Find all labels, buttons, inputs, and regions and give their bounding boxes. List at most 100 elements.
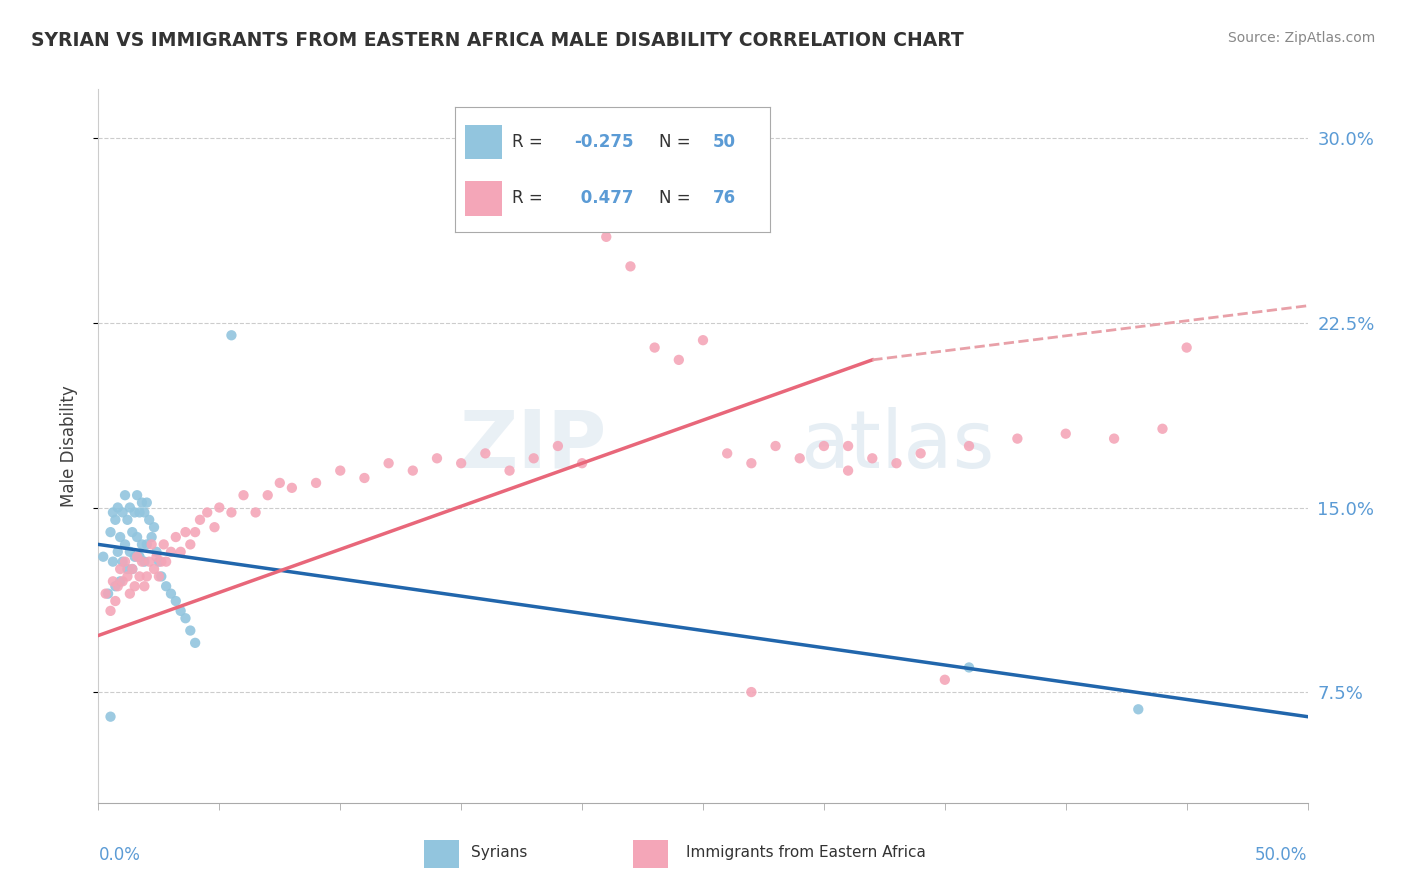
Point <box>101 574 124 589</box>
Point <box>135 569 157 583</box>
Point <box>104 513 127 527</box>
Point <box>134 505 156 519</box>
Point <box>108 530 131 544</box>
Point <box>101 555 124 569</box>
Point <box>165 530 187 544</box>
Point <box>221 328 243 343</box>
Point <box>100 604 122 618</box>
Point <box>134 579 156 593</box>
Point <box>377 456 399 470</box>
Point <box>256 488 278 502</box>
Point <box>1102 432 1125 446</box>
Point <box>957 660 980 674</box>
Point <box>232 488 254 502</box>
Point <box>104 579 127 593</box>
Point <box>402 464 425 478</box>
Point <box>100 709 122 723</box>
Point <box>1128 702 1150 716</box>
Point <box>184 525 207 540</box>
Point <box>128 569 150 583</box>
Point <box>155 579 177 593</box>
Point <box>221 505 243 519</box>
Point <box>150 555 173 569</box>
Point <box>169 604 191 618</box>
Point <box>716 446 738 460</box>
Point <box>114 555 136 569</box>
Point <box>957 439 980 453</box>
Point <box>269 475 291 490</box>
Point <box>353 471 375 485</box>
Point <box>138 513 160 527</box>
Point <box>174 525 197 540</box>
Point <box>740 456 762 470</box>
Point <box>94 587 117 601</box>
Point <box>100 525 122 540</box>
Point <box>160 587 183 601</box>
Point <box>107 545 129 559</box>
Point <box>155 555 177 569</box>
Point <box>152 537 174 551</box>
Y-axis label: Male Disability: Male Disability <box>59 385 77 507</box>
Point <box>124 549 146 564</box>
Point <box>127 549 149 564</box>
Point <box>131 537 153 551</box>
Point <box>111 574 134 589</box>
Point <box>128 549 150 564</box>
Point <box>765 439 787 453</box>
Point <box>281 481 304 495</box>
Point <box>179 624 201 638</box>
Point <box>910 446 932 460</box>
Point <box>426 451 449 466</box>
Point <box>124 579 146 593</box>
Point <box>179 537 201 551</box>
Point <box>195 505 218 519</box>
Point <box>1152 422 1174 436</box>
Point <box>595 230 617 244</box>
Text: ZIP: ZIP <box>458 407 606 485</box>
Point <box>498 464 520 478</box>
Point <box>141 530 163 544</box>
Point <box>117 562 139 576</box>
Point <box>124 505 146 519</box>
Point <box>934 673 956 687</box>
Point <box>184 636 207 650</box>
Point <box>619 260 641 274</box>
Text: 0.0%: 0.0% <box>98 846 141 863</box>
Point <box>145 549 167 564</box>
Point <box>789 451 811 466</box>
Point <box>245 505 267 519</box>
Point <box>305 475 328 490</box>
Point <box>668 352 690 367</box>
Point <box>134 555 156 569</box>
Point <box>111 555 134 569</box>
Point <box>474 446 496 460</box>
Point <box>141 537 163 551</box>
Point <box>131 555 153 569</box>
Point <box>813 439 835 453</box>
Point <box>131 495 153 509</box>
Point <box>143 520 166 534</box>
Point <box>121 525 143 540</box>
Point <box>104 594 127 608</box>
Point <box>860 451 883 466</box>
Point <box>174 611 197 625</box>
Point <box>208 500 231 515</box>
Point <box>114 488 136 502</box>
Point <box>886 456 908 470</box>
Point <box>204 520 226 534</box>
Point <box>150 569 173 583</box>
Point <box>692 333 714 347</box>
Point <box>169 545 191 559</box>
Point <box>148 569 170 583</box>
Point <box>91 549 114 564</box>
Point <box>108 574 131 589</box>
Point <box>114 537 136 551</box>
Point <box>107 579 129 593</box>
Point <box>121 562 143 576</box>
Text: SYRIAN VS IMMIGRANTS FROM EASTERN AFRICA MALE DISABILITY CORRELATION CHART: SYRIAN VS IMMIGRANTS FROM EASTERN AFRICA… <box>31 31 963 50</box>
Point <box>138 555 160 569</box>
Text: 50.0%: 50.0% <box>1256 846 1308 863</box>
Point <box>837 464 859 478</box>
Point <box>148 555 170 569</box>
Point <box>121 562 143 576</box>
